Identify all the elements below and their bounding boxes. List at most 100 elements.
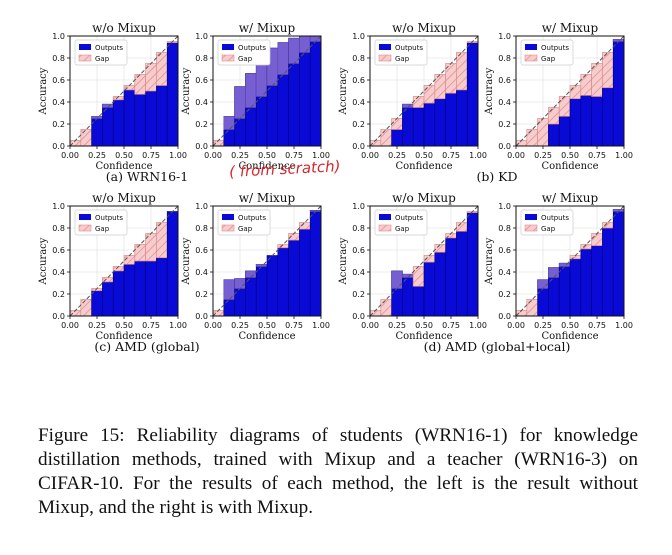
gap-bar <box>234 278 246 289</box>
y-tick-label: 0.2 <box>52 290 65 299</box>
outputs-bar <box>166 211 179 317</box>
outputs-bar <box>91 116 103 147</box>
y-tick-label: 0.6 <box>52 246 65 255</box>
y-tick-label: 0.0 <box>352 312 365 321</box>
y-tick-label: 1.0 <box>52 32 65 41</box>
panel-title: w/o Mixup <box>392 191 456 205</box>
x-axis-label: Confidence <box>541 331 598 342</box>
x-tick-label: 0.00 <box>507 321 525 330</box>
gap-bar <box>391 270 403 289</box>
legend-swatch-gap <box>78 224 92 232</box>
outputs-bar <box>145 90 157 147</box>
x-axis-label: Confidence <box>395 161 452 172</box>
gap-bar <box>277 42 289 75</box>
x-axis-label: Confidence <box>395 331 452 342</box>
gap-bar <box>80 129 92 147</box>
gap-bar <box>223 279 235 300</box>
panel-title: w/ Mixup <box>239 191 296 205</box>
legend-swatch-outputs <box>222 44 234 50</box>
legend-label-gap: Gap <box>395 225 410 233</box>
outputs-bar <box>423 261 436 317</box>
gap-bar <box>369 310 382 317</box>
gap-bar <box>591 233 603 246</box>
x-axis-label: Confidence <box>541 161 598 172</box>
outputs-bar <box>102 281 114 317</box>
y-tick-label: 0.2 <box>195 120 208 129</box>
legend-label-gap: Gap <box>238 55 253 63</box>
y-tick-label: 0.8 <box>352 224 365 233</box>
outputs-bar <box>580 95 592 147</box>
y-tick-label: 0.0 <box>52 312 65 321</box>
outputs-bar <box>123 89 136 147</box>
outputs-bar <box>602 87 614 147</box>
gap-bar <box>69 140 82 147</box>
legend-swatch-gap <box>378 54 392 62</box>
x-tick-label: 0.00 <box>204 151 222 160</box>
y-tick-label: 1.0 <box>52 202 65 211</box>
outputs-bar <box>434 98 446 147</box>
y-tick-label: 0.8 <box>52 224 65 233</box>
gap-bar <box>515 140 528 147</box>
y-tick-label: 0.2 <box>195 290 208 299</box>
y-tick-label: 1.0 <box>498 32 511 41</box>
outputs-bar <box>612 209 625 317</box>
outputs-bar <box>309 210 322 317</box>
group-label-b: (b) KD <box>476 169 517 184</box>
legend-label-gap: Gap <box>95 225 110 233</box>
legend-swatch-gap <box>78 54 92 62</box>
outputs-bar <box>602 227 614 317</box>
figure-caption: Figure 15: Reliability diagrams of stude… <box>38 425 638 518</box>
panel-2: 0.00 0.25 0.50 0.75 1.00 0.0 0.2 0.4 0.6 0.8 1.0 w/… <box>338 21 487 172</box>
gap-bar <box>569 85 582 100</box>
outputs-bar <box>309 35 322 147</box>
outputs-bar <box>112 99 125 147</box>
legend-swatch-gap <box>524 224 538 232</box>
outputs-bar <box>134 260 146 317</box>
outputs-bar <box>456 89 468 147</box>
gap-bar <box>456 52 468 91</box>
gap-bar <box>309 35 322 42</box>
gap-bar <box>69 310 82 317</box>
y-axis-label: Accuracy <box>338 67 349 115</box>
gap-bar <box>602 222 614 229</box>
x-tick-label: 0.25 <box>534 321 552 330</box>
x-tick-label: 0.75 <box>285 321 303 330</box>
perfect-calibration-line <box>515 35 625 147</box>
perfect-calibration-line <box>369 35 479 147</box>
gap-bar <box>156 52 168 86</box>
y-tick-label: 0.4 <box>52 98 65 107</box>
legend-label-outputs: Outputs <box>95 214 123 222</box>
outputs-bar <box>466 212 479 317</box>
y-tick-label: 0.0 <box>498 312 511 321</box>
outputs-bar <box>569 258 582 317</box>
outputs-bar <box>569 98 582 147</box>
y-axis-label: Accuracy <box>181 237 192 285</box>
outputs-bar <box>166 42 179 147</box>
perfect-calibration-line <box>515 205 625 317</box>
y-tick-label: 0.8 <box>195 224 208 233</box>
outputs-bar <box>445 237 457 317</box>
x-tick-label: 0.00 <box>361 321 379 330</box>
gap-bar <box>380 299 392 317</box>
y-tick-label: 0.2 <box>498 290 511 299</box>
y-axis-label: Accuracy <box>38 237 49 285</box>
gap-bar <box>580 74 592 96</box>
gap-bar <box>526 129 538 147</box>
x-tick-label: 1.00 <box>312 151 330 160</box>
y-tick-label: 0.0 <box>52 142 65 151</box>
legend-label-gap: Gap <box>238 225 253 233</box>
panel-7: 0.00 0.25 0.50 0.75 1.00 0.0 0.2 0.4 0.6 0.8 1.0 w/… <box>484 191 633 342</box>
y-tick-label: 0.4 <box>195 98 208 107</box>
panel-1: 0.00 0.25 0.50 0.75 1.00 0.0 0.2 0.4 0.6 0.8 1.0 w/… <box>181 21 330 172</box>
outputs-bar <box>123 263 136 317</box>
outputs-bar <box>134 94 146 147</box>
x-tick-label: 0.00 <box>204 321 222 330</box>
legend-label-gap: Gap <box>541 225 556 233</box>
gap-bar <box>412 266 425 287</box>
outputs-bar <box>266 255 279 317</box>
gap-bar <box>80 299 92 317</box>
legend-label-outputs: Outputs <box>541 214 569 222</box>
outputs-bar <box>402 273 414 317</box>
legend-swatch-outputs <box>379 44 391 50</box>
x-tick-label: 0.25 <box>388 321 406 330</box>
